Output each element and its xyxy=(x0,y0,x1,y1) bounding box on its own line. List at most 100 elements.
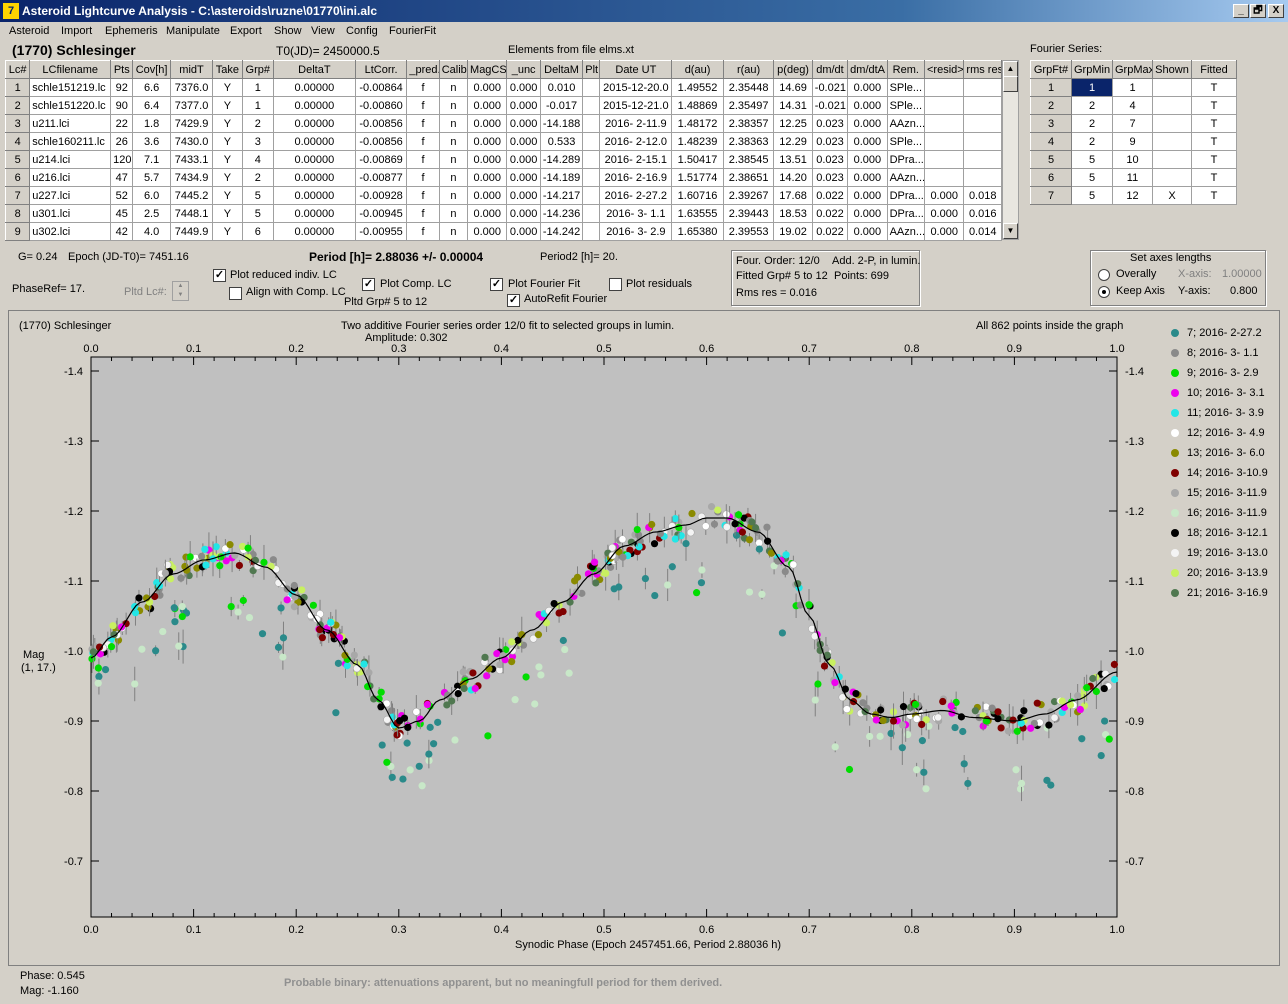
table-cell[interactable]: 0.023 xyxy=(811,150,849,169)
restore-button[interactable]: 🗗 xyxy=(1250,4,1266,18)
table-cell[interactable]: 4.0 xyxy=(132,222,171,241)
table-cell[interactable]: schle160211.lc xyxy=(29,132,112,151)
table-cell[interactable]: 0.023 xyxy=(811,132,849,151)
fourier-row[interactable]: 7 5 12 X T xyxy=(1030,186,1237,205)
table-cell[interactable]: 0.000 xyxy=(923,222,965,241)
table-row[interactable]: 6 u216.lci 47 5.7 7434.9 Y 2 0.00000 -0.00877 f n 0… xyxy=(4,168,1002,187)
table-cell[interactable]: 0.000 xyxy=(467,114,508,133)
table-cell[interactable]: 2.38545 xyxy=(722,150,775,169)
table-cell[interactable]: -0.00864 xyxy=(354,78,408,97)
table-cell[interactable]: 1.65380 xyxy=(671,222,724,241)
table-cell[interactable]: n xyxy=(438,222,469,241)
spin-up-icon[interactable]: ▲ xyxy=(177,283,184,289)
table-cell[interactable] xyxy=(963,78,1002,97)
table-cell[interactable]: 1.48239 xyxy=(671,132,724,151)
table-cell[interactable]: 0.014 xyxy=(963,222,1002,241)
table-cell[interactable]: f xyxy=(406,168,440,187)
row-header[interactable]: 7 xyxy=(4,186,31,205)
table-cell[interactable]: 0.000 xyxy=(847,114,888,133)
table-cell[interactable]: 2015-12-20.0 xyxy=(599,78,673,97)
table-cell[interactable]: 1 xyxy=(241,96,274,115)
table-cell[interactable]: -0.021 xyxy=(811,96,849,115)
column-header[interactable]: rms res xyxy=(963,60,1002,79)
table-cell[interactable]: 2016- 3- 2.9 xyxy=(599,222,673,241)
table-cell[interactable]: 7429.9 xyxy=(169,114,214,133)
table-cell[interactable]: 0.000 xyxy=(847,132,888,151)
menu-import[interactable]: Import xyxy=(61,25,93,37)
table-cell[interactable]: -0.00945 xyxy=(354,204,408,223)
row-header[interactable]: 6 xyxy=(4,168,31,187)
table-cell[interactable]: 1.49552 xyxy=(671,78,724,97)
table-cell[interactable]: 90 xyxy=(110,96,134,115)
table-cell[interactable]: 2.38357 xyxy=(722,114,775,133)
table-cell[interactable]: 2.35448 xyxy=(722,78,775,97)
table-cell[interactable]: 0.000 xyxy=(847,222,888,241)
table-cell[interactable]: 0.000 xyxy=(847,78,888,97)
table-cell[interactable]: -14.242 xyxy=(539,222,584,241)
table-cell[interactable]: 0.000 xyxy=(506,150,541,169)
table-cell[interactable]: -14.289 xyxy=(539,150,584,169)
column-header[interactable]: Grp# xyxy=(241,60,274,79)
table-cell[interactable]: 6.6 xyxy=(132,78,171,97)
column-header[interactable]: dm/dt xyxy=(811,60,849,79)
column-header[interactable]: <resid> xyxy=(923,60,965,79)
table-cell[interactable]: 0.000 xyxy=(506,168,541,187)
table-cell[interactable] xyxy=(923,96,965,115)
fourier-cell[interactable]: 11 xyxy=(1112,168,1153,187)
fourier-cell[interactable] xyxy=(1152,150,1192,169)
table-cell[interactable]: 0.000 xyxy=(467,96,508,115)
table-cell[interactable]: 14.31 xyxy=(773,96,813,115)
table-cell[interactable] xyxy=(582,168,601,187)
table-cell[interactable]: 7376.0 xyxy=(169,78,214,97)
column-header[interactable]: Calib. xyxy=(438,60,469,79)
fourier-cell[interactable]: 1 xyxy=(1071,78,1113,97)
table-cell[interactable]: -0.00856 xyxy=(354,132,408,151)
fourier-cell[interactable] xyxy=(1152,114,1192,133)
menu-ephemeris[interactable]: Ephemeris xyxy=(105,25,158,37)
fourier-column-header[interactable]: Shown xyxy=(1152,60,1192,79)
table-cell[interactable]: 2016- 2-12.0 xyxy=(599,132,673,151)
table-cell[interactable]: u302.lci xyxy=(29,222,112,241)
table-cell[interactable]: 2 xyxy=(241,168,274,187)
table-cell[interactable]: 19.02 xyxy=(773,222,813,241)
fourier-row-header[interactable]: 7 xyxy=(1030,186,1072,205)
table-cell[interactable]: 0.022 xyxy=(811,222,849,241)
table-cell[interactable]: 47 xyxy=(110,168,134,187)
table-cell[interactable]: n xyxy=(438,78,469,97)
table-cell[interactable]: Y xyxy=(212,132,243,151)
table-cell[interactable]: -14.236 xyxy=(539,204,584,223)
table-cell[interactable]: 6.4 xyxy=(132,96,171,115)
table-cell[interactable]: DPra... xyxy=(886,186,926,205)
table-cell[interactable]: 7430.0 xyxy=(169,132,214,151)
table-cell[interactable]: 2016- 2-15.1 xyxy=(599,150,673,169)
table-cell[interactable]: n xyxy=(438,186,469,205)
table-cell[interactable]: 0.010 xyxy=(539,78,584,97)
fourier-cell[interactable]: T xyxy=(1191,186,1237,205)
table-cell[interactable]: DPra... xyxy=(886,150,926,169)
column-header[interactable]: Lc# xyxy=(4,60,31,79)
column-header[interactable]: Rem. xyxy=(886,60,926,79)
menu-show[interactable]: Show xyxy=(274,25,302,37)
row-header[interactable]: 3 xyxy=(4,114,31,133)
plot-fourier-checkbox[interactable]: ✓ xyxy=(490,278,503,291)
column-header[interactable]: p(deg) xyxy=(773,60,813,79)
fourier-row-header[interactable]: 3 xyxy=(1030,114,1072,133)
menu-asteroid[interactable]: Asteroid xyxy=(9,25,50,37)
plot-residuals-checkbox[interactable] xyxy=(609,278,622,291)
spin-down-icon[interactable]: ▼ xyxy=(177,292,184,298)
row-header[interactable]: 2 xyxy=(4,96,31,115)
table-cell[interactable]: 0.000 xyxy=(506,96,541,115)
table-row[interactable]: 8 u301.lci 45 2.5 7448.1 Y 5 0.00000 -0.00945 f n 0… xyxy=(4,204,1002,223)
table-cell[interactable]: 0.533 xyxy=(539,132,584,151)
menu-export[interactable]: Export xyxy=(230,25,262,37)
table-row[interactable]: 5 u214.lci 120 7.1 7433.1 Y 4 0.00000 -0.00869 f n… xyxy=(4,150,1002,169)
table-cell[interactable]: 7.1 xyxy=(132,150,171,169)
table-cell[interactable]: -0.017 xyxy=(539,96,584,115)
table-cell[interactable]: f xyxy=(406,78,440,97)
column-header[interactable]: dm/dtA xyxy=(847,60,888,79)
y-axis-value[interactable]: 0.800 xyxy=(1230,285,1258,297)
table-cell[interactable]: 5.7 xyxy=(132,168,171,187)
table-cell[interactable]: 0.00000 xyxy=(272,186,356,205)
table-cell[interactable]: Y xyxy=(212,96,243,115)
